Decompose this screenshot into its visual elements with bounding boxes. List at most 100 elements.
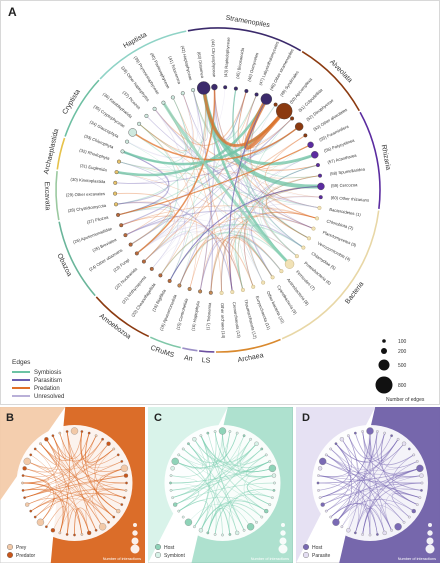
taxon-node [218,427,227,435]
panel-label-a: A [8,5,17,19]
taxon-node [58,531,62,535]
interaction-edge [214,87,320,209]
taxon-node [187,442,190,446]
interaction-edge [143,134,306,262]
taxon-node [235,431,239,435]
interaction-edge [318,475,423,484]
taxon-node [366,427,374,435]
interaction-edge [236,90,273,278]
interaction-edge [320,430,371,498]
size-legend-circle [279,537,287,545]
taxon-node [228,430,232,433]
taxon-node [144,113,149,118]
taxon-node [318,195,323,200]
interaction-edge [178,237,254,287]
taxon-node [301,245,306,250]
interaction-edge [27,448,114,470]
taxon-node [50,528,56,533]
taxon-node [315,216,320,221]
taxon-label: (17) Telonemia [205,302,212,331]
legend-swatch [154,543,161,550]
interaction-edge [22,435,97,477]
taxon-node [290,116,295,121]
taxon-node [114,202,119,207]
taxon-node [246,523,255,531]
legend-label: Predation [34,386,60,392]
group-arc [182,347,198,352]
interaction-edge [376,431,422,491]
interaction-edge [35,439,103,518]
group-arc [149,336,181,349]
interaction-edge [136,225,282,272]
taxon-node [125,139,130,144]
panel-shade [0,407,66,501]
taxon-node [279,269,284,274]
taxon-node [311,151,319,159]
taxon-label: (45) Bicosoecida [235,47,245,79]
taxon-node [340,525,344,529]
taxon-node [324,453,328,457]
size-legend-circle [131,537,139,545]
interaction-edge [199,196,321,292]
legend-label: Host [312,545,323,551]
interaction-edge [154,108,189,276]
taxon-node [320,502,325,507]
interaction-edge [27,461,109,523]
taxon-label: Other archaea (14) [220,303,226,339]
network-edges [115,87,322,293]
interaction-edge [341,439,418,505]
panel-label: B [6,412,14,424]
taxon-node [141,259,146,264]
legend-swatch [6,551,13,558]
panel-label: D [302,412,310,424]
panel-d-parasitism: D Host Parasite Number of interactions [295,406,440,564]
taxon-node [411,508,416,514]
interaction-edge [126,141,273,278]
taxon-node [361,533,364,536]
interaction-edge [230,211,318,293]
interaction-edge [80,431,125,472]
interaction-edge [194,448,263,527]
panel-a-circular-network: A (63) Diatomea (44) Chrysophyceae (43) Ra… [0,0,440,405]
taxon-node [187,287,192,292]
interaction-edge [214,494,273,535]
taxon-node [120,460,124,463]
size-legend-circle [427,530,433,536]
interaction-edge [262,196,321,257]
interaction-edge [249,175,321,283]
interaction-edge [151,225,298,270]
taxon-node [114,170,119,175]
interaction-edge [169,97,195,282]
interaction-edge [362,431,414,466]
interaction-edge [341,435,358,527]
taxon-node [420,481,424,485]
taxon-node [324,509,328,513]
interaction-edge [178,443,257,467]
interaction-edge [169,185,321,282]
taxon-node [271,496,274,500]
taxon-node [116,508,121,514]
interaction-edge [143,118,293,262]
taxon-node [113,180,118,185]
taxon-node [198,289,203,294]
size-legend-circle [130,544,140,554]
taxon-node [25,502,30,507]
taxon-node [213,533,217,536]
interaction-edge [125,218,282,272]
interaction-edge [243,175,321,287]
taxon-node [128,242,133,247]
interaction-edge [264,135,320,209]
interaction-edge [30,454,64,533]
interaction-edge [143,223,298,262]
taxon-node [120,464,129,472]
taxon-node [317,474,320,477]
taxon-node [80,533,84,536]
taxon-node [101,437,104,441]
interaction-edge [136,196,321,254]
interaction-edge [146,115,320,209]
legend-label: Host [164,545,175,551]
taxon-node [329,447,333,451]
group-arc [99,30,187,80]
taxon-node [407,447,411,451]
taxon-node [208,290,213,295]
